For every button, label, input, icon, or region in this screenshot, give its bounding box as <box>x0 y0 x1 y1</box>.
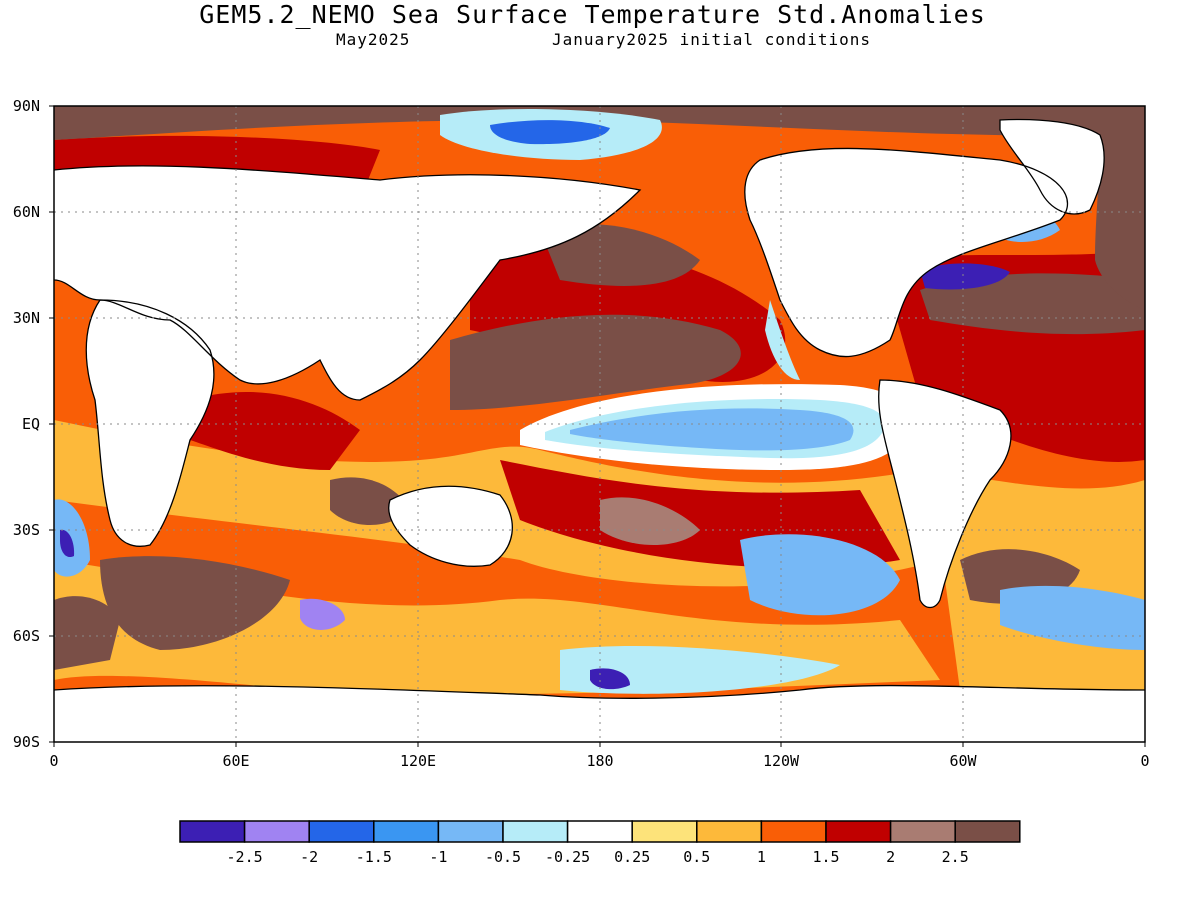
land-north-america <box>744 148 1068 357</box>
colorbar-box <box>954 820 1021 843</box>
colorbar-tick-label: 0.25 <box>614 848 650 866</box>
lon-label: 180 <box>586 752 613 770</box>
field-blue-south-atlantic-west <box>1000 585 1145 650</box>
initial-conditions: January2025 initial conditions <box>552 30 871 49</box>
lon-label: 120W <box>763 752 800 770</box>
field-purple-gulf-stream <box>920 263 1010 290</box>
colorbar-tick-label: 2.5 <box>942 848 969 866</box>
colorbar-tick-label: -1.5 <box>356 848 392 866</box>
field-lavender-south-indian <box>300 598 345 630</box>
land-antarctica <box>54 685 1145 742</box>
coast-greenland <box>999 118 1105 215</box>
colorbar-box <box>308 820 375 843</box>
field-brown-south-indian-west <box>100 556 290 650</box>
axis-ticks <box>49 105 1146 747</box>
land-greenland <box>1000 119 1105 214</box>
colorbar: -2.5 -2 -1.5 -1 -0.5 -0.25 0.25 0.5 1 1.5 2 2.5 <box>179 820 1021 866</box>
colorbar-box <box>696 820 763 843</box>
field-blue-south-atlantic-east <box>54 499 90 577</box>
lon-label: 0 <box>49 752 58 770</box>
colorbar-box <box>179 820 246 843</box>
lat-label: 90S <box>13 733 40 751</box>
lon-labels: 0 60E 120E 180 120W 60W 0 <box>49 752 1149 770</box>
field-red-indian <box>190 391 360 470</box>
field-brown-west-pacific <box>450 314 741 410</box>
land-africa <box>86 300 214 547</box>
coast-australia <box>388 485 513 567</box>
lat-label: EQ <box>22 415 40 433</box>
lat-label: 60N <box>13 203 40 221</box>
sst-anomaly-field <box>54 106 1145 742</box>
coast-africa <box>85 299 215 547</box>
field-blue-cold-tongue <box>570 408 854 451</box>
field-rose-south-pacific <box>600 497 700 545</box>
field-lightblue-california <box>765 300 800 380</box>
field-blue-southeast-pacific <box>740 534 900 616</box>
colorbar-tick-label: -2 <box>300 848 318 866</box>
coast-south-america <box>878 379 1012 609</box>
field-blue-arctic <box>490 120 610 145</box>
colorbar-box <box>631 820 698 843</box>
land-australia <box>388 486 513 567</box>
colorbar-box <box>437 820 504 843</box>
colorbar-box <box>760 820 827 843</box>
colorbar-box <box>373 820 440 843</box>
lat-label: 30S <box>13 521 40 539</box>
lon-label: 60W <box>949 752 977 770</box>
coast-antarctica <box>54 684 1145 699</box>
map-title: GEM5.2_NEMO Sea Surface Temperature Std.… <box>199 0 986 29</box>
lon-label: 0 <box>1140 752 1149 770</box>
field-brown-north-pacific <box>540 224 700 286</box>
field-brown-east-atlantic <box>1095 130 1145 310</box>
coastlines <box>54 118 1145 699</box>
lon-label: 120E <box>400 752 436 770</box>
colorbar-tick-label: 2 <box>886 848 895 866</box>
colorbar-tick-label: -0.25 <box>545 848 590 866</box>
colorbar-tick-label: -0.5 <box>485 848 521 866</box>
colorbar-tick-label: -1 <box>429 848 447 866</box>
field-brown-arctic <box>54 106 1145 140</box>
colorbar-tick-label: 1 <box>757 848 766 866</box>
field-brown-north-atlantic <box>920 273 1145 335</box>
field-brown-southwest <box>54 596 120 670</box>
coast-north-america <box>744 147 1069 358</box>
lon-label: 60E <box>222 752 249 770</box>
colorbar-box <box>502 820 569 843</box>
colorbar-tick-label: -2.5 <box>227 848 263 866</box>
lat-label: 30N <box>13 309 40 327</box>
coast-eurasia <box>54 165 642 401</box>
colorbar-box <box>566 820 633 843</box>
colorbar-tick-label: 0.5 <box>683 848 710 866</box>
field-lightblue-ross-sea <box>560 645 840 694</box>
colorbar-tick-label: 1.5 <box>812 848 839 866</box>
field-purple-south-atlantic <box>60 529 75 558</box>
forecast-month: May2025 <box>336 30 411 49</box>
lat-labels: 90N 60N 30N EQ 30S 60S 90S <box>13 97 40 751</box>
graticule <box>54 106 1145 742</box>
colorbar-box <box>825 820 892 843</box>
lat-label: 60S <box>13 627 40 645</box>
colorbar-box <box>243 820 310 843</box>
colorbar-box <box>889 820 956 843</box>
lat-label: 90N <box>13 97 40 115</box>
